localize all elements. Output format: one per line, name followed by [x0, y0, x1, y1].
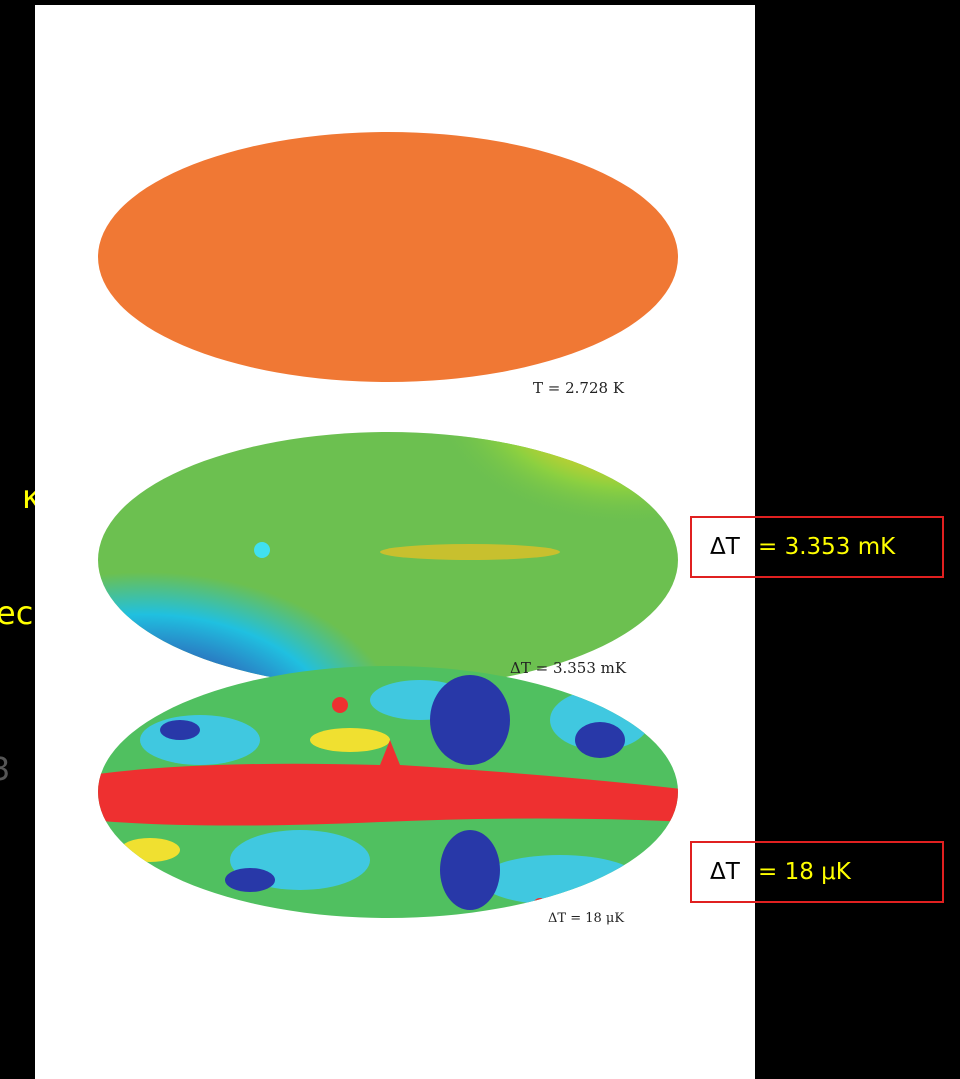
callout-box: ΔT = 18 μK	[690, 841, 944, 903]
callout-box: ΔT = 3.353 mK	[690, 516, 944, 578]
uniform-map	[98, 132, 678, 382]
callout-symbol: ΔT	[710, 843, 740, 901]
map-label: T = 2.728 K	[533, 379, 625, 397]
callout-value: = 3.353 mK	[758, 518, 895, 576]
map-label: ΔT = 3.353 mK	[510, 659, 627, 677]
map-label: ΔT = 18 μK	[548, 911, 624, 926]
callout-symbol: ΔT	[710, 518, 740, 576]
callout-value: = 18 μK	[758, 843, 851, 901]
slide: κε ec 3 T = 2.728 K ΔT = 3.353 mK	[0, 0, 960, 1079]
